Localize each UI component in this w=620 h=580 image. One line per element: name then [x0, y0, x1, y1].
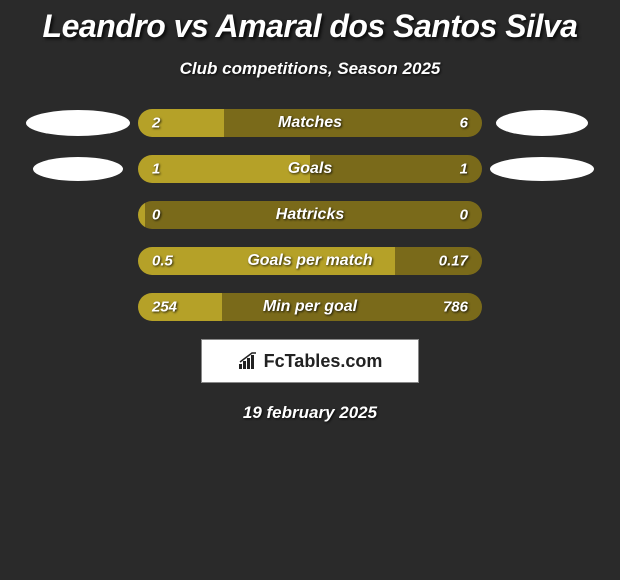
stat-bar-left [138, 155, 310, 183]
comparison-chart: 2 Matches 6 1 Goals 1 0 Hattricks 0 0.5 Goals per … [0, 109, 620, 321]
player-avatar-right [496, 110, 588, 136]
stat-value-right: 6 [460, 115, 468, 132]
logo-text: FcTables.com [264, 351, 383, 372]
stat-bar: 0.5 Goals per match 0.17 [138, 247, 482, 275]
player-avatar-left [33, 157, 123, 181]
stat-value-right: 0 [460, 207, 468, 224]
barchart-icon [238, 352, 260, 370]
stat-bar: 0 Hattricks 0 [138, 201, 482, 229]
logo: FcTables.com [238, 351, 383, 372]
stat-row: 2 Matches 6 [0, 109, 620, 137]
stat-row: 254 Min per goal 786 [0, 293, 620, 321]
logo-box: FcTables.com [201, 339, 419, 383]
stat-value-right: 786 [443, 299, 468, 316]
stat-bar-left [138, 201, 145, 229]
stat-label: Hattricks [276, 206, 344, 224]
stat-value-left: 0 [152, 207, 160, 224]
stat-bar-right [310, 155, 482, 183]
stat-bar: 1 Goals 1 [138, 155, 482, 183]
stat-label: Goals per match [247, 252, 372, 270]
stat-value-right: 1 [460, 161, 468, 178]
date-text: 19 february 2025 [0, 403, 620, 423]
stat-row: 1 Goals 1 [0, 155, 620, 183]
stat-label: Goals [288, 160, 332, 178]
stat-label: Min per goal [263, 298, 357, 316]
stat-bar-left [138, 109, 224, 137]
player-avatar-left [26, 110, 130, 136]
avatar-slot-right [482, 157, 602, 181]
stat-value-left: 254 [152, 299, 177, 316]
player-avatar-right [490, 157, 594, 181]
stat-value-left: 1 [152, 161, 160, 178]
avatar-slot-right [482, 110, 602, 136]
stat-bar: 2 Matches 6 [138, 109, 482, 137]
stat-label: Matches [278, 114, 342, 132]
stat-value-left: 0.5 [152, 253, 173, 270]
stat-row: 0 Hattricks 0 [0, 201, 620, 229]
page-title: Leandro vs Amaral dos Santos Silva [0, 0, 620, 45]
avatar-slot-left [18, 110, 138, 136]
stat-value-right: 0.17 [439, 253, 468, 270]
avatar-slot-left [18, 157, 138, 181]
stat-bar: 254 Min per goal 786 [138, 293, 482, 321]
stat-bar-left [138, 293, 222, 321]
subtitle: Club competitions, Season 2025 [0, 59, 620, 79]
stat-bar-right [224, 109, 482, 137]
stat-row: 0.5 Goals per match 0.17 [0, 247, 620, 275]
stat-value-left: 2 [152, 115, 160, 132]
